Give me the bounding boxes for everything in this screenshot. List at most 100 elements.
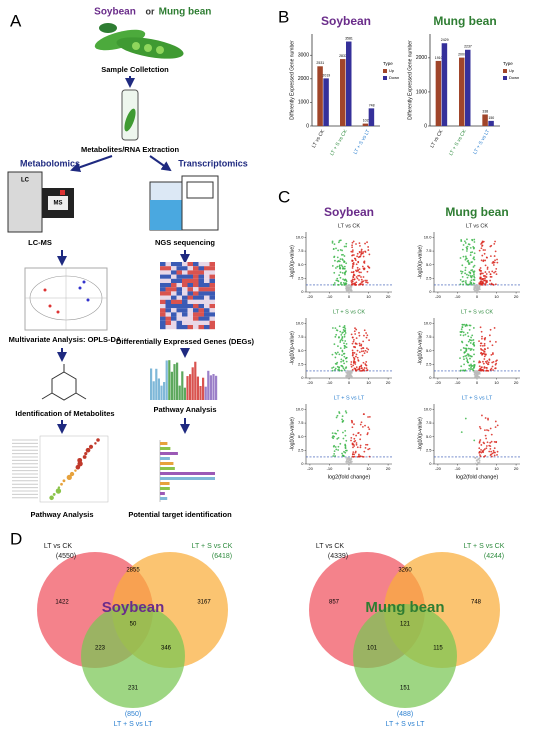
volcano-point: [480, 444, 483, 446]
volcano-point: [368, 339, 370, 342]
volcano-point: [366, 241, 368, 244]
y-tick-label: 7.5: [298, 420, 304, 425]
venn-count: 115: [433, 646, 443, 652]
icon-dot: [74, 469, 77, 472]
volcano-point: [341, 350, 344, 353]
x-tick-label: 20: [386, 380, 391, 385]
volcano-point: [357, 359, 360, 362]
volcano-point: [478, 447, 481, 450]
volcano-point: [334, 362, 337, 365]
volcano-point: [360, 343, 363, 346]
y-tick-label: 2.5: [426, 361, 432, 366]
workflow: Soybean or Mung bean Sample Colletction …: [7, 6, 254, 519]
volcano-point: [344, 430, 347, 432]
heatmap-cell: [209, 316, 215, 321]
volcano-point: [485, 447, 488, 450]
volcano-point: [478, 365, 481, 368]
heatmap-cell: [187, 299, 193, 304]
volcano-point: [355, 442, 358, 444]
volcano-point: [486, 347, 489, 350]
heatmap-cell: [209, 299, 215, 304]
volcano-point: [355, 328, 358, 331]
volcano-comparison: LT vs CK: [338, 223, 360, 229]
volcano-point: [473, 273, 475, 276]
volcano-point: [332, 435, 335, 437]
bar: [368, 108, 375, 126]
volcano-point: [355, 369, 358, 372]
volcano-point: [338, 353, 341, 356]
volcano-point: [463, 240, 466, 243]
volcano-point: [345, 289, 348, 292]
heatmap-cell: [171, 266, 177, 271]
heatmap-cell: [160, 325, 166, 330]
volcano-point: [362, 350, 365, 353]
icon-bar: [155, 368, 158, 400]
heatmap-cell: [165, 299, 171, 304]
value-label: 2007: [458, 53, 466, 57]
volcano-point: [462, 334, 465, 337]
volcano-point: [353, 254, 355, 256]
heatmap-cell: [204, 274, 210, 279]
x-tick-label: 0: [348, 294, 351, 299]
heatmap-cell: [165, 316, 171, 321]
volcano-point: [471, 269, 474, 271]
volcano-point: [479, 326, 482, 329]
volcano-point: [339, 271, 342, 274]
volcano-point: [341, 259, 344, 261]
legend-label: Up: [389, 68, 395, 73]
heatmap-cell: [204, 304, 210, 309]
volcano-point: [353, 437, 356, 440]
volcano-point: [493, 242, 496, 245]
volcano-point: [360, 248, 363, 251]
heatmap-cell: [165, 287, 171, 292]
volcano-point: [494, 250, 497, 253]
volcano-point: [347, 375, 350, 378]
volcano-point: [484, 434, 487, 437]
icon-bar: [160, 447, 171, 450]
x-tick-label: 0: [476, 466, 479, 471]
heatmap-cell: [160, 270, 166, 275]
target-bars-icon: [159, 440, 215, 502]
y-tick-label: 10.0: [296, 407, 305, 412]
volcano-point: [337, 260, 340, 262]
volcano-point: [464, 347, 467, 350]
bar: [459, 57, 465, 126]
volcano-point: [483, 252, 486, 255]
volcano-point: [467, 243, 470, 246]
volcano-point: [337, 241, 340, 244]
volcano-point: [469, 251, 472, 254]
volcano-point: [473, 241, 476, 243]
volcano-point: [462, 355, 465, 358]
volcano-point: [351, 250, 354, 253]
volcano-point: [331, 369, 334, 372]
icon-dot: [52, 492, 56, 496]
chart-title: Soybean: [321, 14, 371, 28]
volcano-point: [347, 284, 350, 287]
y-tick-label: 7.5: [426, 420, 432, 425]
icon-frame: [39, 435, 109, 503]
y-tick-label: 2.5: [426, 275, 432, 280]
heatmap-cell: [187, 295, 193, 300]
volcano-point: [489, 427, 492, 430]
heatmap-cell: [182, 316, 188, 321]
volcano-point: [488, 444, 491, 447]
y-tick-label: 10.0: [424, 407, 433, 412]
volcano-point: [351, 244, 353, 247]
volcano-point: [368, 447, 371, 450]
heatmap-cell: [209, 274, 215, 279]
heatmap-cell: [165, 295, 171, 300]
volcano-point: [337, 445, 340, 448]
heatmap-cell: [182, 312, 188, 317]
heatmap-cell: [165, 270, 171, 275]
volcano-point: [335, 329, 338, 332]
volcano-point: [351, 267, 354, 269]
volcano-point: [344, 332, 347, 334]
volcano-point: [460, 349, 462, 351]
bar: [435, 60, 442, 126]
volcano-point: [459, 283, 462, 286]
heatmap-cell: [171, 283, 177, 288]
heatmap-cell: [198, 320, 204, 325]
volcano-point: [352, 356, 355, 359]
venn-count: 2855: [126, 568, 140, 574]
x-tick-label: -10: [455, 380, 462, 385]
